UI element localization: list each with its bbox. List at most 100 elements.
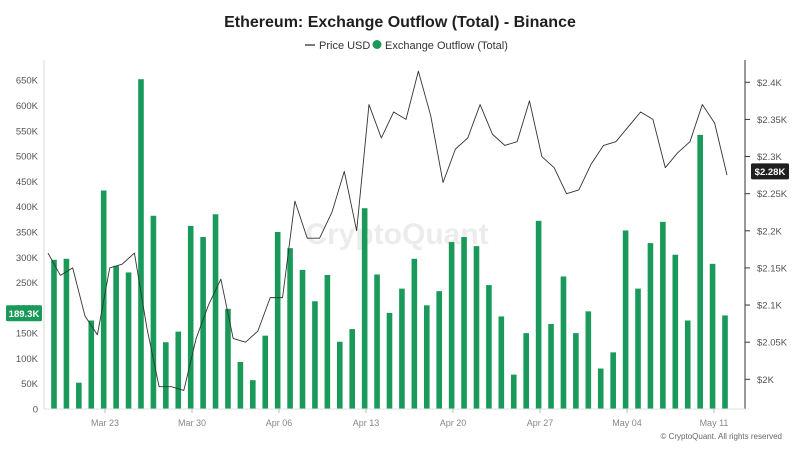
x-tick-label: Apr 20 [440,418,467,428]
left-value-badge-label: 189.3K [9,309,40,320]
left-tick-label: 350K [16,227,39,238]
outflow-bar [672,254,679,409]
right-tick-label: $2.3K [757,152,782,163]
outflow-bar [262,335,269,409]
outflow-bar [88,320,95,409]
left-tick-label: 250K [16,278,39,289]
outflow-bar [150,215,157,409]
right-value-badge [751,163,789,180]
outflow-bar [560,276,567,409]
left-tick-label: 550K [16,126,39,137]
price-line-path [47,70,728,391]
copyright-text: © CryptoQuant. All rights reserved [661,432,783,441]
outflow-bar [610,352,616,409]
watermark: CryptoQuant [305,218,488,251]
outflow-bar [423,305,430,409]
outflow-bar [225,308,231,409]
outflow-bar [635,288,641,409]
outflow-bar [212,214,219,409]
outflow-bar [411,258,418,409]
left-axis: 050K100K150K200K250K300K350K400K450K500K… [16,60,45,416]
outflow-bar [374,274,380,409]
right-tick-label: $2.4K [757,78,782,89]
outflow-bar [163,342,169,409]
outflow-bar [684,320,691,409]
right-axis: $2K $2.05K $2.1K $2.15K $2.2K $2.25K $2.3K $2.3… [744,60,788,409]
chart-title: Ethereum: Exchange Outflow (Total) - Bin… [224,14,576,31]
left-tick-label: 650K [16,76,39,87]
outflow-bar [448,242,455,409]
outflow-bar [175,331,182,409]
outflow-bar [274,231,281,409]
x-tick-label: Apr 06 [266,418,293,428]
left-tick-label: 100K [16,354,39,365]
right-tick-label: $2K [757,375,775,386]
outflow-bar [386,312,393,409]
outflow-bar [324,274,331,409]
right-value-badge-label: $2.28K [755,167,786,178]
outflow-bar [250,380,256,409]
outflow-bar [287,248,293,409]
outflow-bar [237,361,244,409]
legend: Price USD Exchange Outflow (Total) [305,40,508,52]
right-tick-label: $2.05K [757,338,788,349]
outflow-bar [697,134,703,410]
outflow-bar [312,301,318,409]
left-tick-label: 50K [21,379,39,390]
left-tick-label: 400K [16,202,39,213]
legend-outflow-dot-icon [372,40,382,49]
outflow-bar [585,311,592,409]
x-tick-label: May 04 [612,418,642,428]
outflow-bar [76,382,82,409]
outflow-bar [299,269,306,409]
outflow-bar [337,341,343,409]
outflow-bar [548,324,554,409]
outflow-bar [349,329,356,409]
outflow-bar [535,220,542,409]
outflow-bar [722,315,728,409]
outflow-bar [51,259,57,409]
left-value-badge [6,305,42,322]
outflow-bar [622,230,629,409]
x-axis: Mar 23 Mar 30 Apr 06 Apr 13 Apr 20 Apr 27 May … [44,408,745,428]
right-tick-label: $2.15K [757,263,788,274]
outflow-bar [647,243,654,409]
outflow-bar [573,333,579,409]
left-tick-label: 500K [16,152,39,163]
outflow-bar [597,368,604,409]
outflow-bar [523,333,529,409]
outflow-bar [709,263,716,409]
outflow-bar [486,285,492,409]
outflow-bar [473,246,480,409]
outflow-bar [461,237,467,409]
left-tick-label: 450K [16,177,39,188]
outflow-bar [125,272,132,409]
outflow-bar [187,225,194,409]
right-tick-label: $2.35K [757,115,788,126]
left-tick-label: 150K [16,329,39,340]
x-tick-label: Mar 23 [91,418,119,428]
outflow-bar [510,374,517,409]
right-tick-label: $2.25K [757,189,788,200]
price-line [47,70,728,391]
outflow-bar [63,258,70,409]
outflow-bar [399,288,405,409]
outflow-bar [361,208,368,409]
left-tick-label: 0 [33,405,38,416]
left-tick-label: 300K [16,253,39,264]
right-tick-label: $2.2K [757,226,782,237]
x-tick-label: May 11 [700,418,729,428]
outflow-bar [200,237,206,409]
left-tick-label: 600K [16,101,39,112]
outflow-bar [113,265,119,409]
outflow-bar [660,221,666,409]
legend-outflow-label: Exchange Outflow (Total) [385,40,508,52]
current-value-badges: 189.3K $2.28K [6,163,789,322]
x-tick-label: Mar 30 [178,418,206,428]
outflow-bar [138,79,144,409]
x-tick-label: Apr 13 [353,418,380,428]
legend-price-label: Price USD [319,40,370,52]
x-tick-label: Apr 27 [527,418,554,428]
outflow-bar [498,316,505,409]
outflow-bar [436,291,442,409]
